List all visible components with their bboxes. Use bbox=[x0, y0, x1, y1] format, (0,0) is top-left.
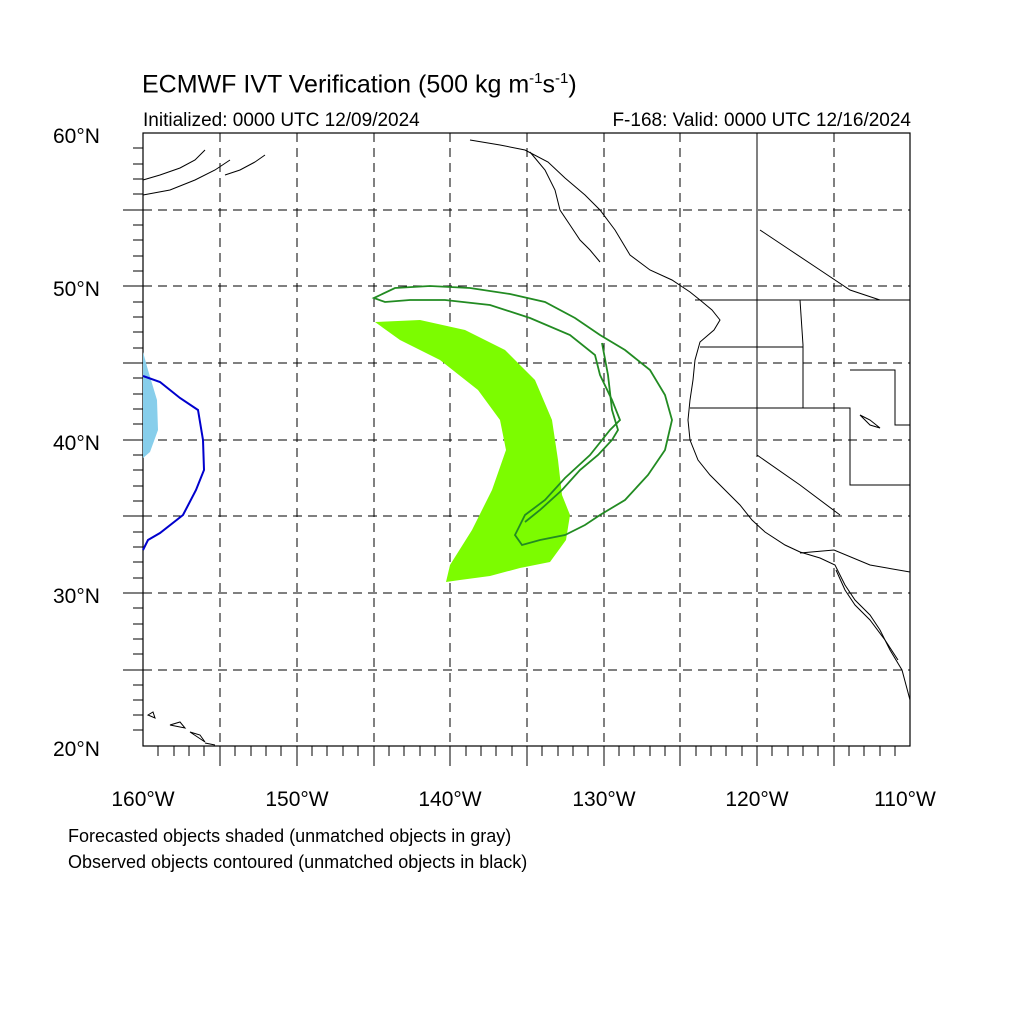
lat-label-30: 30°N bbox=[53, 585, 100, 608]
lat-label-20: 20°N bbox=[53, 738, 100, 761]
lat-minor-ticks bbox=[123, 147, 143, 731]
initialized-label: Initialized: 0000 UTC 12/09/2024 bbox=[143, 110, 420, 131]
map-title: ECMWF IVT Verification (500 kg m-1s-1) bbox=[142, 70, 577, 99]
lon-label-120w: 120°W bbox=[725, 788, 788, 811]
observed-object-matched bbox=[371, 285, 673, 547]
coastlines bbox=[142, 133, 911, 746]
lon-minor-ticks bbox=[157, 746, 896, 766]
lon-label-140w: 140°W bbox=[418, 788, 481, 811]
lon-label-160w: 160°W bbox=[111, 788, 174, 811]
legend-forecast-note: Forecasted objects shaded (unmatched obj… bbox=[68, 826, 512, 846]
lon-label-130w: 130°W bbox=[572, 788, 635, 811]
lat-label-60: 60°N bbox=[53, 125, 100, 148]
valid-label: F-168: Valid: 0000 UTC 12/16/2024 bbox=[612, 110, 911, 131]
lat-label-50: 50°N bbox=[53, 278, 100, 301]
forecast-object-matched bbox=[375, 320, 570, 582]
lat-label-40: 40°N bbox=[53, 432, 100, 455]
legend-observed-note: Observed objects contoured (unmatched ob… bbox=[68, 852, 528, 872]
lon-label-110w: 110°W bbox=[874, 788, 936, 811]
forecast-object-edge bbox=[143, 352, 158, 458]
observed-object-edge bbox=[142, 375, 206, 551]
observed-object-inner bbox=[524, 342, 619, 523]
lon-label-150w: 150°W bbox=[265, 788, 328, 811]
